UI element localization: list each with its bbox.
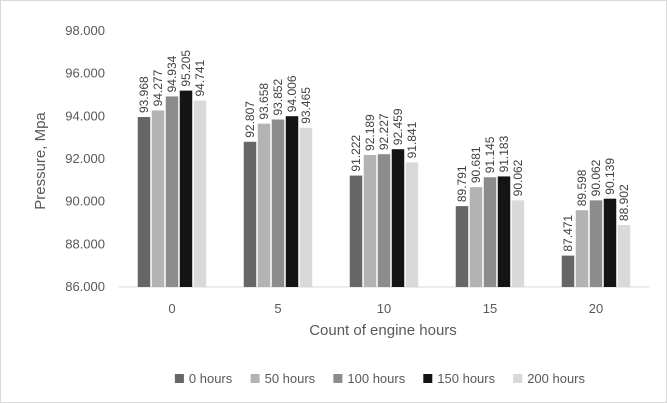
bar [589, 200, 603, 287]
y-tick-label: 92.000 [65, 151, 105, 166]
data-label: 93.658 [257, 83, 271, 120]
data-labels: 93.968 94.277 94.934 95.205 94.741 92.807 93.6… [137, 50, 631, 252]
legend-item: 200 hours [513, 371, 586, 386]
legend-swatch [174, 374, 184, 383]
bar [299, 127, 313, 287]
data-label: 91.841 [405, 121, 419, 158]
legend-swatch [513, 374, 523, 383]
legend-label: 50 hours [265, 371, 316, 386]
bar [603, 198, 617, 287]
y-tick-label: 86.000 [65, 279, 105, 294]
legend-item: 100 hours [333, 371, 406, 386]
bar [575, 210, 589, 287]
bar [483, 177, 497, 287]
bar [193, 100, 207, 287]
bar [243, 141, 257, 287]
y-tick-label: 88.000 [65, 236, 105, 251]
x-tick-label: 5 [274, 301, 281, 316]
bar [455, 206, 469, 287]
legend: 0 hours 50 hours 100 hours 150 hours 200 hou… [174, 371, 586, 386]
y-axis-title: Pressure, Mpa [32, 112, 49, 210]
y-axis: 86.000 88.000 90.000 92.000 94.000 96.000 98.0… [65, 23, 105, 294]
data-label: 94.741 [193, 59, 207, 96]
data-label: 88.902 [617, 184, 631, 221]
bar [469, 187, 483, 287]
legend-swatch [333, 374, 343, 383]
bar [165, 96, 179, 288]
legend-item: 0 hours [174, 371, 233, 386]
legend-label: 100 hours [347, 371, 405, 386]
bar [617, 225, 631, 287]
bar [561, 255, 575, 287]
data-label: 94.934 [165, 55, 179, 92]
data-label: 91.183 [497, 135, 511, 172]
bar [271, 119, 285, 288]
data-label: 90.681 [469, 146, 483, 183]
legend-label: 200 hours [527, 371, 585, 386]
data-label: 92.227 [377, 113, 391, 150]
bar [363, 154, 377, 287]
data-label: 94.277 [151, 69, 165, 106]
legend-swatch [423, 374, 433, 383]
bar [151, 110, 165, 287]
x-tick-label: 0 [168, 301, 175, 316]
data-label: 92.807 [243, 101, 257, 138]
y-tick-label: 94.000 [65, 108, 105, 123]
legend-item: 150 hours [423, 371, 496, 386]
data-label: 89.791 [455, 165, 469, 202]
y-tick-label: 90.000 [65, 194, 105, 209]
legend-label: 150 hours [437, 371, 495, 386]
bar [179, 90, 193, 287]
data-label: 90.139 [603, 158, 617, 195]
x-tick-label: 15 [483, 301, 497, 316]
bar [497, 176, 511, 287]
data-label: 89.598 [575, 169, 589, 206]
bar [405, 162, 419, 287]
bar [137, 117, 151, 288]
data-label: 93.968 [137, 76, 151, 113]
data-label: 93.852 [271, 78, 285, 115]
bar [511, 200, 525, 287]
bar [349, 175, 363, 287]
data-label: 87.471 [561, 215, 575, 252]
x-axis-title: Count of engine hours [309, 322, 457, 339]
data-label: 95.205 [179, 50, 193, 87]
bar [257, 123, 271, 287]
data-label: 91.145 [483, 136, 497, 173]
bars [137, 90, 631, 288]
bar [377, 154, 391, 287]
data-label: 92.459 [391, 108, 405, 145]
data-label: 94.006 [285, 75, 299, 112]
bar [285, 116, 299, 288]
data-label: 93.465 [299, 87, 313, 124]
data-label: 90.062 [589, 159, 603, 196]
legend-label: 0 hours [189, 371, 233, 386]
bar [391, 149, 405, 287]
legend-swatch [250, 374, 260, 383]
x-tick-label: 20 [589, 301, 603, 316]
data-label: 91.222 [349, 135, 363, 172]
x-tick-label: 10 [377, 301, 391, 316]
legend-item: 50 hours [250, 371, 316, 386]
data-label: 90.062 [511, 159, 525, 196]
data-label: 92.189 [363, 114, 377, 151]
x-axis: 0 5 10 15 20 [168, 301, 603, 316]
y-tick-label: 96.000 [65, 66, 105, 81]
y-tick-label: 98.000 [65, 23, 105, 38]
